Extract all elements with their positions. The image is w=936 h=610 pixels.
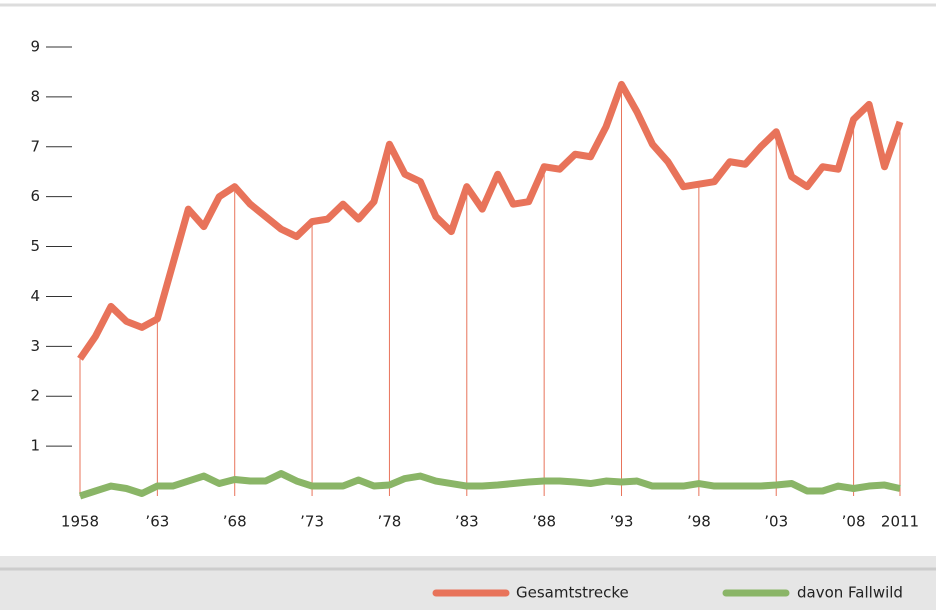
x-tick-label: ’73 — [300, 513, 324, 531]
x-tick-label: ’98 — [687, 513, 711, 531]
legend-band — [0, 556, 936, 610]
y-tick-label: 8 — [30, 87, 40, 105]
x-tick-label: ’93 — [610, 513, 634, 531]
y-tick-label: 3 — [30, 337, 40, 355]
x-tick-label: ’68 — [223, 513, 247, 531]
x-tick-label: 2011 — [881, 513, 919, 531]
x-tick-label: 1958 — [61, 513, 99, 531]
y-tick-label: 4 — [30, 287, 40, 305]
x-tick-label: ’78 — [378, 513, 402, 531]
x-tick-label: ’63 — [145, 513, 169, 531]
legend-label: davon Fallwild — [797, 584, 903, 602]
x-tick-label: ’08 — [842, 513, 866, 531]
y-tick-label: 5 — [30, 237, 40, 255]
series-line — [78, 470, 901, 500]
legend-label: Gesamtstrecke — [516, 584, 629, 602]
x-tick-label: ’88 — [532, 513, 556, 531]
x-tick-label: ’83 — [455, 513, 479, 531]
y-tick-label: 1 — [30, 437, 40, 455]
y-tick-label: 7 — [30, 137, 40, 155]
y-tick-label: 9 — [30, 38, 40, 56]
y-tick-label: 6 — [30, 187, 40, 205]
x-tick-label: ’03 — [764, 513, 788, 531]
series-line — [77, 80, 904, 361]
y-tick-label: 2 — [30, 387, 40, 405]
